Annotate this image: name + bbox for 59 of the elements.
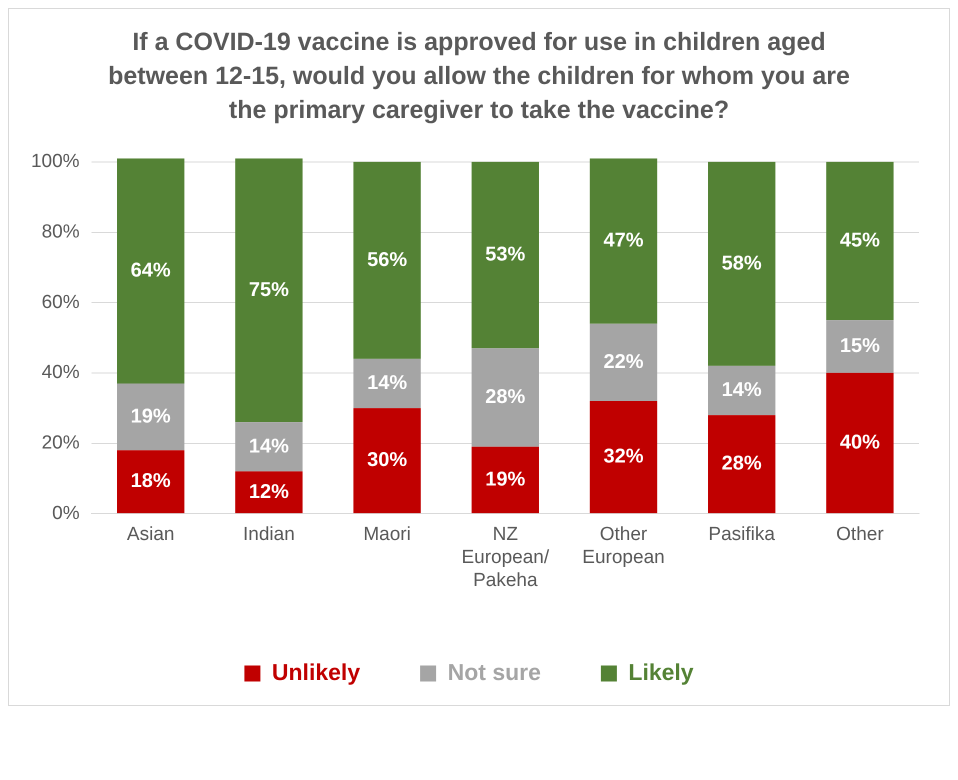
x-tick-label: NZ European/Pakeha [461, 524, 550, 591]
bar [472, 348, 539, 447]
chart-title: If a COVID-19 vaccine is approved for use in children aged between 12-15, would you allow the children for whom you are the primary caregiver to take the vaccine? [107, 27, 851, 126]
y-tick-label: 100% [30, 151, 80, 172]
x-tick-label: Asian [126, 524, 174, 546]
legend-label: Not sure [448, 658, 541, 685]
data-label: 30% [367, 449, 408, 472]
data-label: 22% [603, 350, 644, 373]
bar [353, 408, 421, 514]
x-tick-label: Other European [582, 524, 665, 568]
data-label: 56% [367, 248, 408, 271]
bar [472, 162, 539, 348]
bar [826, 162, 894, 320]
bar [353, 358, 421, 408]
bar [235, 158, 303, 422]
y-tick-label: 60% [42, 292, 80, 313]
bar [590, 158, 658, 324]
bar [117, 158, 184, 384]
bar [235, 471, 303, 514]
bar [826, 320, 894, 373]
data-label: 19% [130, 405, 171, 428]
data-label: 32% [603, 446, 644, 468]
data-label: 64% [130, 259, 171, 282]
y-tick-label: 0% [52, 502, 80, 524]
x-tick-label: Maori [363, 524, 411, 546]
y-tick-label: 20% [42, 432, 80, 454]
data-label: 14% [367, 372, 408, 394]
bar [826, 372, 894, 514]
x-tick-label: Other [836, 524, 884, 546]
data-label: 28% [485, 386, 526, 408]
data-label: 19% [485, 468, 526, 490]
bar [708, 366, 776, 416]
data-label: 47% [603, 230, 644, 252]
data-label: 12% [248, 480, 290, 503]
bar [708, 162, 776, 366]
data-label: 45% [840, 230, 880, 252]
x-tick-label: Pasifika [708, 524, 776, 546]
data-label: 28% [722, 452, 762, 475]
y-tick-label: 80% [42, 221, 80, 242]
bar [590, 324, 658, 402]
data-label: 40% [840, 432, 880, 454]
data-label: 15% [840, 335, 880, 358]
legend-label: Likely [628, 658, 694, 685]
data-label: 14% [722, 379, 762, 402]
bar [117, 450, 184, 514]
bar [117, 383, 184, 450]
legend-label: Unlikely [272, 658, 360, 685]
x-tick-label: Indian [243, 524, 295, 546]
bar [353, 162, 421, 359]
data-label: 18% [130, 470, 171, 492]
y-tick-label: 40% [42, 362, 80, 384]
data-label: 58% [722, 252, 762, 274]
data-label: 75% [248, 278, 290, 301]
data-label: 53% [485, 244, 526, 266]
bar [472, 446, 539, 514]
bar [708, 415, 776, 514]
bar [590, 401, 658, 514]
data-label: 14% [248, 435, 290, 458]
bar [235, 422, 303, 472]
